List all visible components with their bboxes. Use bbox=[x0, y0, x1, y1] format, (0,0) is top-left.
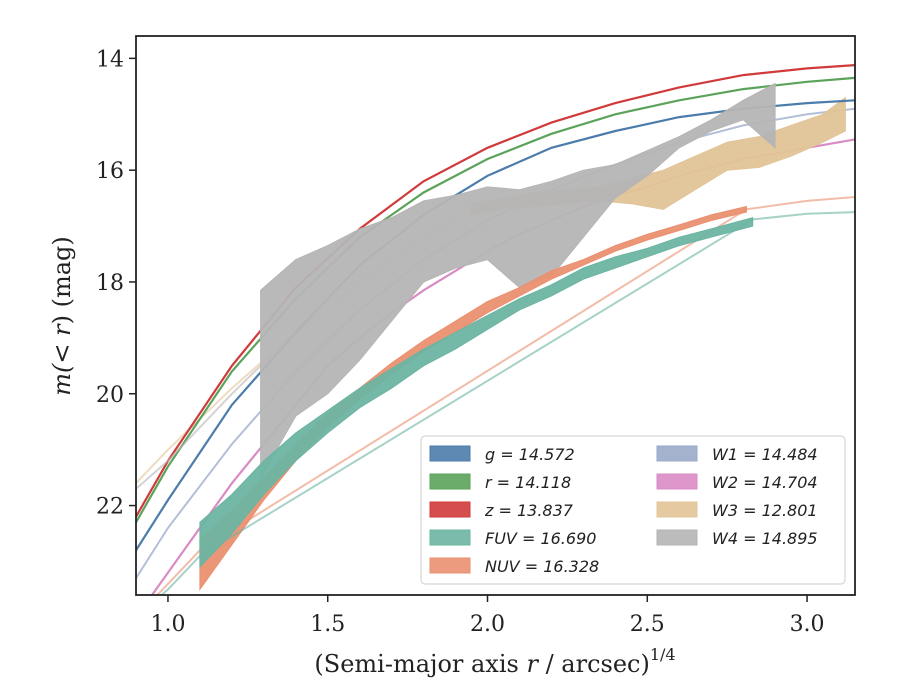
y-tick-label: 16 bbox=[96, 159, 124, 184]
series-fuv-band bbox=[199, 217, 754, 569]
legend-swatch-w3 bbox=[656, 501, 698, 518]
x-tick-label: 1.5 bbox=[310, 612, 345, 637]
x-tick-label: 2.0 bbox=[470, 612, 505, 637]
x-tick-label: 2.5 bbox=[630, 612, 665, 637]
y-tick-label: 14 bbox=[96, 47, 124, 72]
legend-label-w3: W3 = 12.801 bbox=[712, 501, 818, 520]
series-layer bbox=[136, 64, 855, 595]
legend-box bbox=[420, 435, 846, 585]
legend-swatch-r bbox=[429, 473, 471, 490]
legend-label-fuv: FUV = 16.690 bbox=[485, 529, 596, 548]
plot-frame bbox=[135, 35, 856, 596]
legend-label-nuv: NUV = 16.328 bbox=[485, 557, 599, 576]
legend-label-z: z = 13.837 bbox=[484, 501, 574, 520]
legend-swatch-w2 bbox=[656, 473, 698, 490]
series-nuv-extrapolation bbox=[155, 196, 855, 595]
legend-swatch-z bbox=[429, 501, 471, 518]
series-fuv-extrapolation bbox=[160, 211, 855, 595]
y-axis-label: m(< r) (mag) bbox=[48, 236, 76, 396]
legend-swatch-g bbox=[429, 445, 471, 462]
y-tick-label: 18 bbox=[96, 271, 124, 296]
legend-swatch-fuv bbox=[429, 529, 471, 546]
legend-label-w1: W1 = 14.484 bbox=[712, 445, 818, 464]
legend-swatch-w4 bbox=[656, 529, 698, 546]
series-w4-band bbox=[260, 82, 776, 480]
legend-swatch-w1 bbox=[656, 445, 698, 462]
y-axis: 14 16 18 20 22 bbox=[96, 47, 136, 520]
x-axis: 1.0 1.5 2.0 2.5 3.0 bbox=[150, 595, 825, 637]
legend-swatch-nuv bbox=[429, 557, 471, 574]
y-tick-label: 22 bbox=[96, 495, 124, 520]
series-z-line bbox=[136, 64, 855, 518]
x-axis-label: (Semi-major axis r / arcsec)1/4 bbox=[314, 645, 675, 678]
legend-label-w2: W2 = 14.704 bbox=[712, 473, 818, 492]
x-tick-label: 1.0 bbox=[150, 612, 185, 637]
legend-label-w4: W4 = 14.895 bbox=[712, 529, 818, 548]
legend-label-r: r = 14.118 bbox=[485, 473, 571, 492]
series-r-line bbox=[136, 76, 855, 523]
x-tick-label: 3.0 bbox=[790, 612, 825, 637]
series-w4-extrapolation bbox=[136, 365, 262, 490]
legend-label-g: g = 14.572 bbox=[485, 445, 575, 464]
y-tick-label: 20 bbox=[96, 383, 124, 408]
legend: g = 14.572 r = 14.118 z = 13.837 FUV = 16.6… bbox=[420, 435, 846, 585]
